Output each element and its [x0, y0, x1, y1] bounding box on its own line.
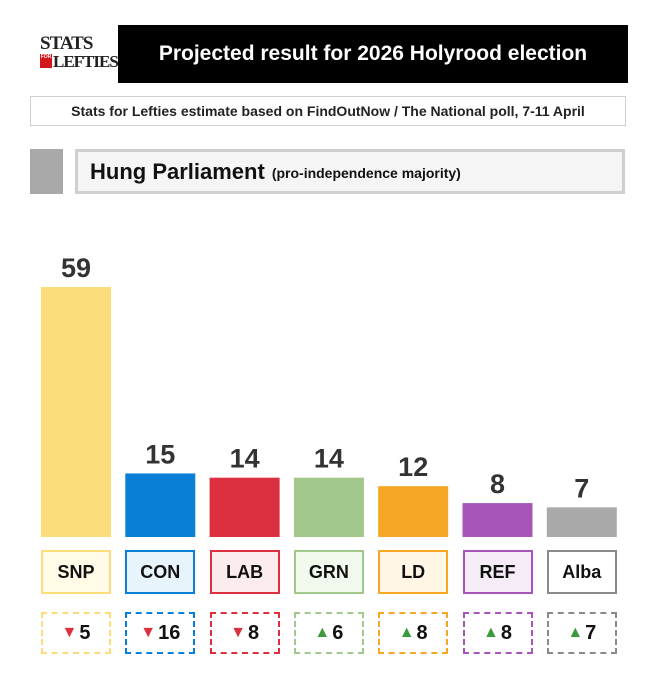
verdict-sub: (pro-independence majority) [271, 165, 461, 181]
party-label-snp: SNP [41, 550, 111, 594]
bar-grn [293, 477, 364, 537]
value-label-ref: 8 [490, 469, 505, 499]
stats-for-lefties-logo: STATS FOR LEFTIES [40, 33, 119, 74]
seat-change-grn: ▲ 6 [293, 612, 364, 654]
down-triangle-icon: ▼ [61, 624, 78, 641]
chart-title: Projected result for 2026 Holyrood elect… [118, 25, 628, 83]
seat-change-alba: ▲ 7 [546, 612, 617, 654]
logo-line1: STATS [40, 33, 93, 54]
seat-change-lab: ▼ 8 [209, 612, 280, 654]
party-label-ld: LD [378, 550, 449, 594]
seat-change-ref: ▲ 8 [462, 612, 533, 654]
seat-change-value: 16 [158, 621, 181, 644]
up-triangle-icon: ▲ [398, 624, 415, 641]
value-label-grn: 14 [314, 444, 344, 474]
bar-con [125, 473, 196, 537]
bar-ld [378, 486, 449, 537]
seat-change-value: 8 [247, 621, 260, 644]
party-label-alba: Alba [546, 550, 617, 594]
down-triangle-icon: ▼ [140, 624, 157, 641]
value-label-con: 15 [145, 439, 175, 469]
up-triangle-icon: ▲ [567, 624, 584, 641]
verdict-marker [30, 149, 63, 194]
seat-change-value: 5 [79, 621, 91, 644]
value-label-snp: 59 [61, 253, 91, 283]
party-label-grn: GRN [293, 550, 364, 594]
value-label-ld: 12 [398, 452, 428, 482]
seat-change-value: 8 [416, 621, 428, 644]
bar-lab [209, 477, 280, 537]
verdict-main: Hung Parliament [90, 158, 265, 184]
logo-badge: FOR [40, 54, 52, 68]
seat-change-value: 6 [332, 621, 344, 644]
up-triangle-icon: ▲ [483, 624, 499, 641]
value-label-alba: 7 [574, 473, 589, 503]
chart-subtitle: Stats for Lefties estimate based on Find… [30, 96, 626, 126]
value-label-lab: 14 [230, 444, 260, 474]
seat-change-value: 8 [500, 621, 512, 644]
down-triangle-icon: ▼ [230, 624, 246, 641]
seat-change-value: 7 [585, 621, 597, 644]
party-label-ref: REF [462, 550, 533, 594]
up-triangle-icon: ▲ [314, 624, 331, 641]
bar-ref [462, 503, 533, 537]
seat-change-snp: ▼ 5 [41, 612, 111, 654]
party-label-con: CON [125, 550, 196, 594]
logo-line2: LEFTIES [53, 52, 119, 71]
seat-change-ld: ▲ 8 [378, 612, 449, 654]
verdict-box: Hung Parliament (pro-independence majori… [75, 149, 625, 194]
seat-change-con: ▼ 16 [125, 612, 196, 654]
bar-snp [41, 287, 111, 537]
bar-alba [546, 507, 617, 537]
party-label-lab: LAB [209, 550, 280, 594]
